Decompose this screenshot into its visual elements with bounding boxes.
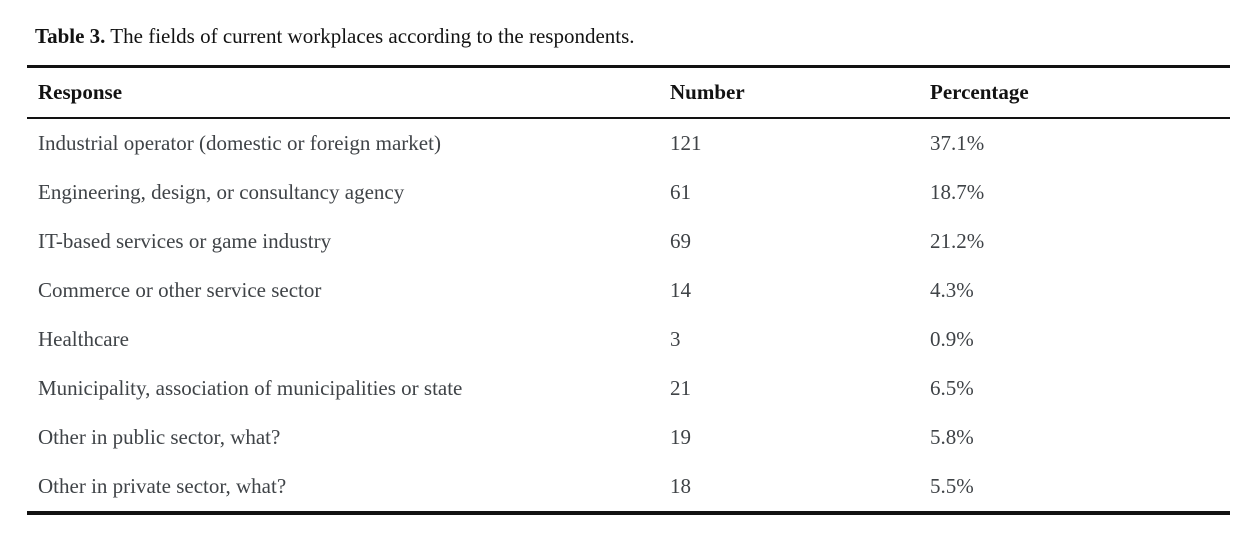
cell-percentage: 4.3%: [930, 278, 974, 302]
column-header-number: Number: [670, 80, 745, 104]
table-row: Other in public sector, what? 19 5.8%: [27, 413, 1230, 462]
cell-percentage: 6.5%: [930, 376, 974, 400]
cell-percentage: 5.5%: [930, 474, 974, 498]
table-row: Commerce or other service sector 14 4.3%: [27, 266, 1230, 315]
table-caption: Table 3. The fields of current workplace…: [35, 24, 1230, 48]
table-row: Municipality, association of municipalit…: [27, 364, 1230, 413]
cell-response: Industrial operator (domestic or foreign…: [38, 131, 441, 155]
cell-response: Other in public sector, what?: [38, 425, 281, 449]
cell-number: 18: [670, 474, 691, 498]
cell-response: Commerce or other service sector: [38, 278, 322, 302]
cell-number: 19: [670, 425, 691, 449]
table-row: Other in private sector, what? 18 5.5%: [27, 462, 1230, 513]
cell-number: 121: [670, 131, 702, 155]
cell-number: 14: [670, 278, 691, 302]
cell-response: Municipality, association of municipalit…: [38, 376, 463, 400]
table-row: IT-based services or game industry 69 21…: [27, 217, 1230, 266]
cell-percentage: 5.8%: [930, 425, 974, 449]
cell-percentage: 37.1%: [930, 131, 985, 155]
cell-number: 69: [670, 229, 691, 253]
cell-response: Engineering, design, or consultancy agen…: [38, 180, 405, 204]
table-header-row: Response Number Percentage: [27, 67, 1230, 118]
table-row: Industrial operator (domestic or foreign…: [27, 118, 1230, 168]
cell-number: 21: [670, 376, 691, 400]
column-header-response: Response: [38, 80, 123, 104]
cell-response: Other in private sector, what?: [38, 474, 287, 498]
column-header-percentage: Percentage: [930, 80, 1029, 104]
table-row: Engineering, design, or consultancy agen…: [27, 168, 1230, 217]
table-row: Healthcare 3 0.9%: [27, 315, 1230, 364]
paper-page: Table 3. The fields of current workplace…: [27, 24, 1230, 515]
cell-response: Healthcare: [38, 327, 129, 351]
cell-percentage: 0.9%: [930, 327, 974, 351]
table-caption-text: The fields of current workplaces accordi…: [110, 24, 635, 48]
cell-percentage: 21.2%: [930, 229, 985, 253]
table-caption-label: Table 3.: [35, 24, 106, 48]
cell-percentage: 18.7%: [930, 180, 985, 204]
cell-number: 61: [670, 180, 691, 204]
cell-number: 3: [670, 327, 681, 351]
workplace-fields-table: Response Number Percentage Industrial op…: [27, 65, 1230, 515]
cell-response: IT-based services or game industry: [38, 229, 332, 253]
